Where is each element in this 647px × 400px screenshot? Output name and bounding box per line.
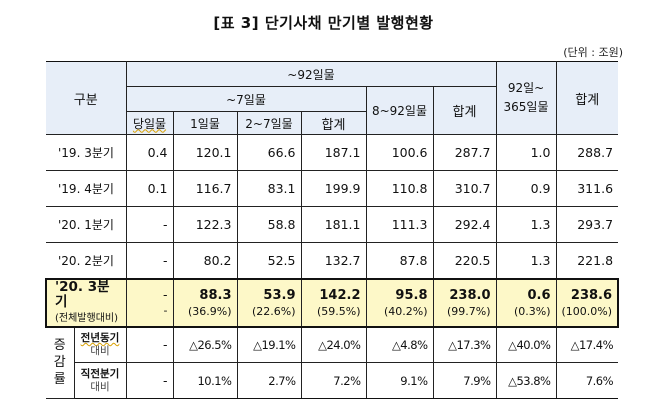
cell: 2.7% [236, 362, 302, 399]
table-title: [표 3] 단기사채 만기별 발행현황 [213, 14, 434, 32]
highlight-cell: 88.3 (36.9%) [172, 277, 238, 328]
table-row: '20. 2분기 - 80.2 52.5 132.7 87.8 220.5 1.… [46, 242, 619, 279]
change-rate-label: 증 감 률 [46, 326, 75, 399]
yoy-label: 전년동기 대비 [73, 326, 127, 363]
cell: 1.3 [495, 206, 557, 243]
cell: 116.7 [172, 170, 238, 207]
cell: 80.2 [172, 242, 238, 279]
cell: 0.1 [125, 170, 174, 207]
header-same-day-label: 당일물 [132, 116, 167, 131]
cell: △26.5% [172, 326, 238, 363]
cell: 187.1 [300, 134, 367, 171]
highlight-cell: 142.2 (59.5%) [300, 277, 367, 328]
header-category: 구분 [46, 61, 127, 135]
highlight-cell: 53.9 (22.6%) [236, 277, 302, 328]
cell: - [125, 362, 174, 399]
highlight-cell: 238.0 (99.7%) [432, 277, 497, 328]
cell: 199.9 [300, 170, 367, 207]
table-row: '19. 4분기 0.1 116.7 83.1 199.9 110.8 310.… [46, 170, 619, 207]
cell: 111.3 [365, 206, 434, 243]
cell: 220.5 [432, 242, 497, 279]
row-label: '20. 2분기 [46, 242, 127, 279]
header-group-92: ~92일물 [125, 61, 497, 87]
cell: 7.6% [555, 362, 619, 399]
qoq-label: 직전분기 대비 [73, 362, 127, 399]
cell: 293.7 [555, 206, 619, 243]
cell: - [125, 326, 174, 363]
highlight-label: '20. 3분기 (전체발행대비) [45, 277, 127, 328]
highlight-cell: 95.8 (40.2%) [365, 277, 434, 328]
cell: 1.0 [495, 134, 557, 171]
cell: 7.9% [432, 362, 497, 399]
cell: 120.1 [172, 134, 238, 171]
row-label: '19. 3분기 [46, 134, 127, 171]
cell: 288.7 [555, 134, 619, 171]
header-subtotal-7: 합계 [300, 111, 367, 135]
header-92-365-line1: 92일~ [507, 81, 545, 95]
highlight-label-sub: (전체발행대비) [55, 312, 119, 324]
cell: 110.8 [365, 170, 434, 207]
cell: 100.6 [365, 134, 434, 171]
cell: 132.7 [300, 242, 367, 279]
highlight-label-main: '20. 3분기 [55, 278, 110, 310]
header-92-365: 92일~ 365일물 [495, 61, 557, 135]
unit-label: (단위 : 조원) [563, 46, 623, 59]
cell: 66.6 [236, 134, 302, 171]
yoy-row: 증 감 률 전년동기 대비 - △26.5% △19.1% △24.0% △4.… [46, 326, 619, 399]
row-label: '19. 4분기 [46, 170, 127, 207]
table-row: '20. 1분기 - 122.3 58.8 181.1 111.3 292.4 … [46, 206, 619, 243]
cell: △53.8% [495, 362, 557, 399]
cell: 292.4 [432, 206, 497, 243]
cell: △24.0% [300, 326, 367, 363]
cell: 87.8 [365, 242, 434, 279]
cell: 122.3 [172, 206, 238, 243]
cell: 311.6 [555, 170, 619, 207]
highlight-cell: 238.6 (100.0%) [555, 277, 620, 328]
header-same-day: 당일물 [125, 111, 174, 135]
cell: 310.7 [432, 170, 497, 207]
cell: 83.1 [236, 170, 302, 207]
header-92-365-line2: 365일물 [503, 100, 549, 114]
cell: - [125, 242, 174, 279]
cell: 52.5 [236, 242, 302, 279]
table-row: '19. 3분기 0.4 120.1 66.6 187.1 100.6 287.… [46, 134, 619, 171]
cell: 221.8 [555, 242, 619, 279]
cell: 287.7 [432, 134, 497, 171]
header-8-92: 8~92일물 [365, 86, 434, 135]
row-label: '20. 1분기 [46, 206, 127, 243]
cell: 1.3 [495, 242, 557, 279]
qoq-row: 직전분기 대비 - 10.1% 2.7% 7.2% 9.1% 7.9% △53.… [46, 362, 619, 399]
cell: 0.4 [125, 134, 174, 171]
cell: 10.1% [172, 362, 238, 399]
cell: △17.4% [555, 326, 619, 363]
header-group-7: ~7일물 [125, 86, 367, 112]
cell: △40.0% [495, 326, 557, 363]
header-day2-7: 2~7일물 [236, 111, 302, 135]
cell: △19.1% [236, 326, 302, 363]
cell: △17.3% [432, 326, 497, 363]
cell: - [125, 206, 174, 243]
cell: 0.9 [495, 170, 557, 207]
header-total: 합계 [555, 61, 619, 135]
header-subtotal-92: 합계 [432, 86, 497, 135]
highlight-cell: 0.6 (0.3%) [495, 277, 557, 328]
cell: 9.1% [365, 362, 434, 399]
highlight-cell: -- [125, 277, 174, 328]
issuance-by-maturity-table: 구분 ~92일물 92일~ 365일물 합계 ~7일물 8~92일물 합계 당일… [45, 61, 620, 399]
highlight-row: '20. 3분기 (전체발행대비) -- 88.3 (36.9%) 53.9 (22… [45, 277, 620, 328]
cell: 7.2% [300, 362, 367, 399]
cell: 58.8 [236, 206, 302, 243]
cell: 181.1 [300, 206, 367, 243]
cell: △4.8% [365, 326, 434, 363]
header-day1: 1일물 [172, 111, 238, 135]
